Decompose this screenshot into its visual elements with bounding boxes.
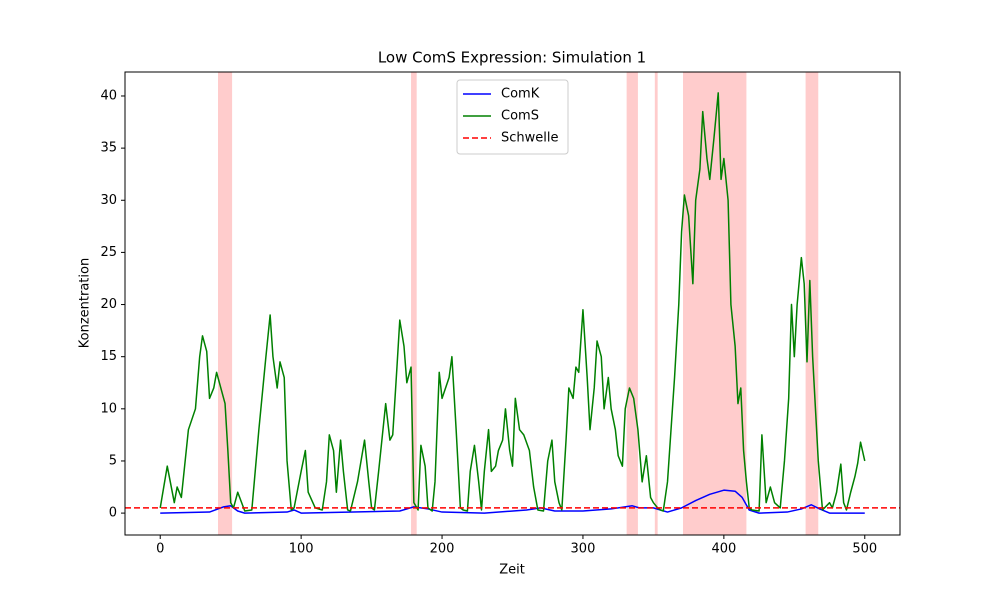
shaded-region — [683, 72, 747, 535]
plot-area — [125, 72, 900, 535]
x-tick-label: 300 — [571, 542, 596, 557]
x-tick-label: 0 — [156, 542, 164, 557]
y-tick-label: 0 — [109, 506, 117, 521]
shaded-region — [654, 72, 658, 535]
legend-label: ComS — [501, 109, 539, 124]
x-tick-label: 400 — [711, 542, 736, 557]
legend-label: Schwelle — [501, 131, 559, 146]
shaded-region — [626, 72, 638, 535]
y-tick-label: 20 — [100, 297, 117, 312]
y-tick-label: 35 — [100, 141, 117, 156]
x-tick-label: 100 — [289, 542, 314, 557]
legend-box — [456, 79, 569, 155]
data-line — [159, 92, 866, 512]
y-tick-label: 25 — [100, 245, 117, 260]
shaded-region — [411, 72, 417, 535]
x-axis-label: Zeit — [499, 563, 525, 578]
y-axis-label: Konzentration — [78, 258, 93, 348]
x-tick-label: 200 — [430, 542, 455, 557]
x-tick-label: 500 — [852, 542, 877, 557]
y-tick-label: 15 — [100, 349, 117, 364]
y-tick-label: 5 — [109, 453, 117, 468]
axes-frame — [124, 71, 901, 536]
chart-title: Low ComS Expression: Simulation 1 — [378, 49, 646, 67]
y-tick-label: 10 — [100, 401, 117, 416]
shaded-region — [805, 72, 819, 535]
legend-label: ComK — [501, 87, 540, 102]
shaded-region — [218, 72, 233, 535]
y-tick-label: 30 — [100, 193, 117, 208]
axes: 0 100 200 300 400 500 0 5 10 15 20 25 30 35 40 ComK ComS… — [100, 71, 901, 557]
y-tick-label: 40 — [100, 88, 117, 103]
